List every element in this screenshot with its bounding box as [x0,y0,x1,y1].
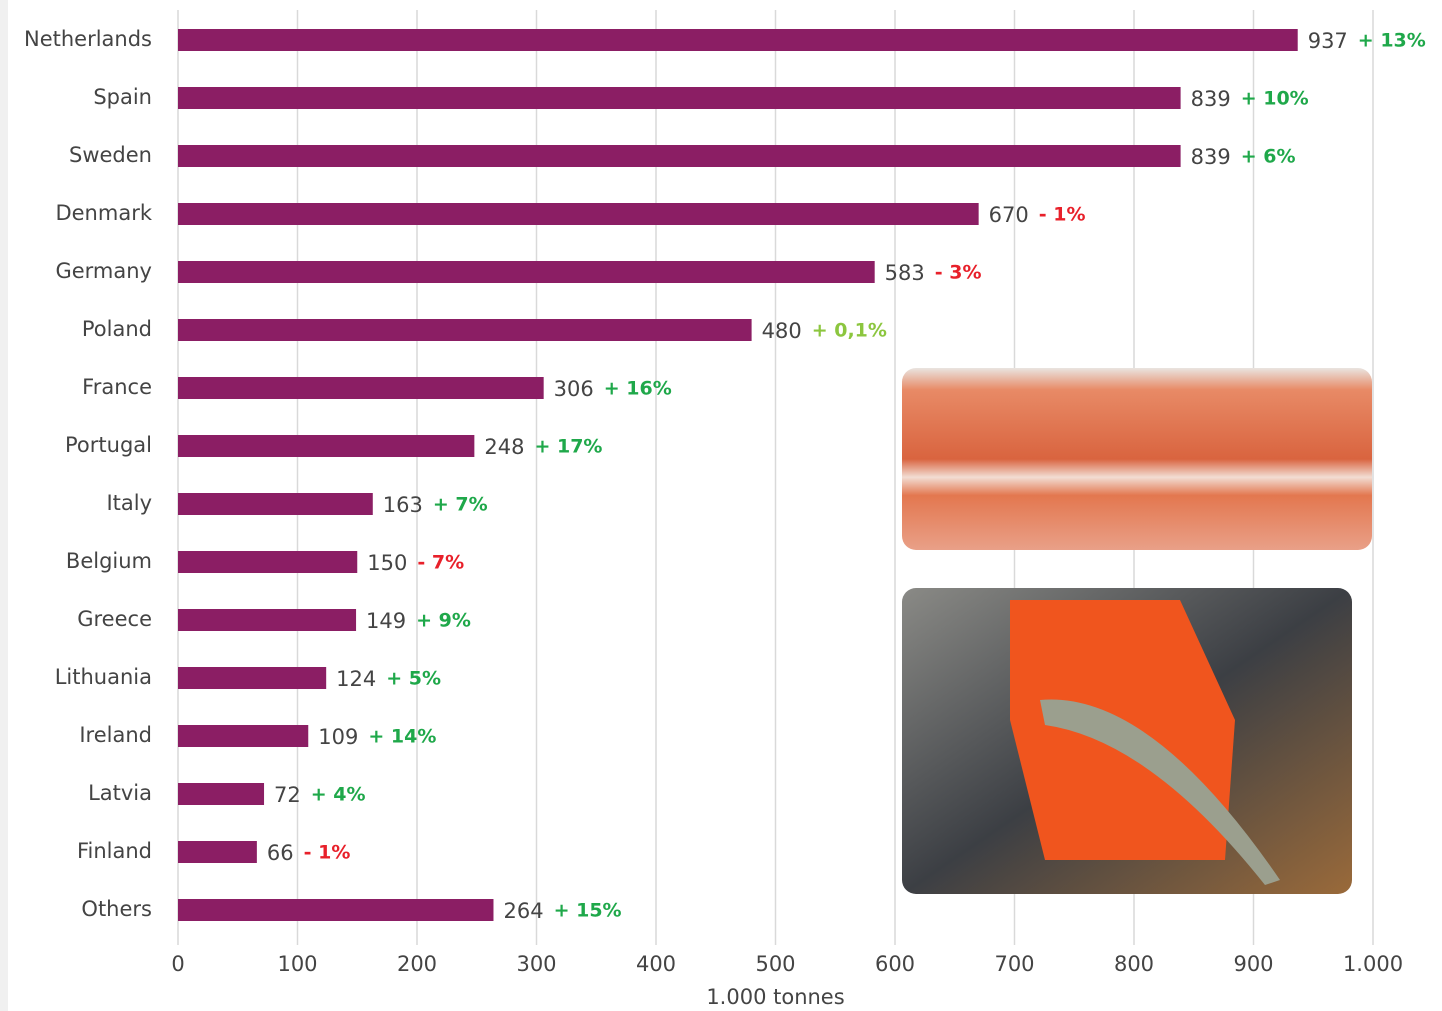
change-label: + 15% [554,900,622,922]
category-label: Spain [93,85,152,109]
x-tick-label: 300 [516,952,556,976]
category-label: Latvia [88,781,152,805]
category-label: Others [81,897,152,921]
category-label: Belgium [66,549,152,573]
bar [178,145,1181,167]
bar [178,493,373,515]
value-label: 163 [383,493,423,517]
x-tick-label: 500 [755,952,795,976]
category-label: Lithuania [55,665,152,689]
x-tick-label: 100 [277,952,317,976]
change-label: + 0,1% [812,320,887,342]
category-label: Germany [55,259,152,283]
value-label: 150 [367,551,407,575]
bar [178,29,1298,51]
category-label: Portugal [65,433,152,457]
change-label: + 10% [1241,88,1309,110]
change-label: - 3% [935,262,982,284]
change-label: - 1% [304,842,351,864]
photos [902,368,1372,894]
bar [178,609,357,631]
x-tick-label: 0 [171,952,184,976]
value-label: 306 [554,377,594,401]
value-label: 937 [1308,29,1348,53]
change-label: + 17% [534,436,602,458]
value-label: 248 [484,435,524,459]
value-label: 480 [762,319,802,343]
value-label: 670 [989,203,1029,227]
value-label: 66 [267,841,294,865]
change-label: - 1% [1039,204,1086,226]
change-label: + 14% [368,726,436,748]
value-label: 109 [318,725,358,749]
category-label: Denmark [55,201,152,225]
value-label: 124 [336,667,376,691]
change-label: + 7% [433,494,488,516]
bar [178,667,327,689]
category-label: Ireland [79,723,152,747]
x-tick-label: 600 [875,952,915,976]
bar [178,319,752,341]
change-label: + 4% [311,784,366,806]
value-label: 583 [885,261,925,285]
value-label: 264 [503,899,543,923]
category-label: Sweden [69,143,152,167]
value-label: 839 [1191,145,1231,169]
fish [1040,699,1280,885]
bar [178,551,358,573]
x-tick-label: 1.000 [1343,952,1403,976]
value-label: 839 [1191,87,1231,111]
x-tick-label: 700 [994,952,1034,976]
category-label: Poland [82,317,152,341]
bar [178,261,875,283]
value-label: 149 [366,609,406,633]
change-label: + 5% [386,668,441,690]
bar [178,435,475,457]
change-label: + 6% [1241,146,1296,168]
category-label: France [82,375,152,399]
x-tick-label: 900 [1233,952,1273,976]
category-label: Finland [77,839,152,863]
value-label: 72 [274,783,301,807]
change-label: - 7% [417,552,464,574]
category-label: Netherlands [24,27,152,51]
salmon-photo [902,368,1372,550]
change-label: + 9% [416,610,471,632]
bar [178,377,544,399]
bar [178,841,257,863]
x-tick-label: 400 [636,952,676,976]
x-tick-label: 800 [1114,952,1154,976]
change-label: + 16% [604,378,672,400]
bar [178,783,265,805]
edge [0,0,8,1011]
x-tick-label: 200 [397,952,437,976]
category-label: Greece [77,607,152,631]
x-axis-title: 1.000 tonnes [706,985,844,1009]
bar [178,899,494,921]
category-label: Italy [106,491,152,515]
bar [178,87,1181,109]
bar [178,203,979,225]
bar [178,725,309,747]
change-label: + 13% [1358,30,1426,52]
